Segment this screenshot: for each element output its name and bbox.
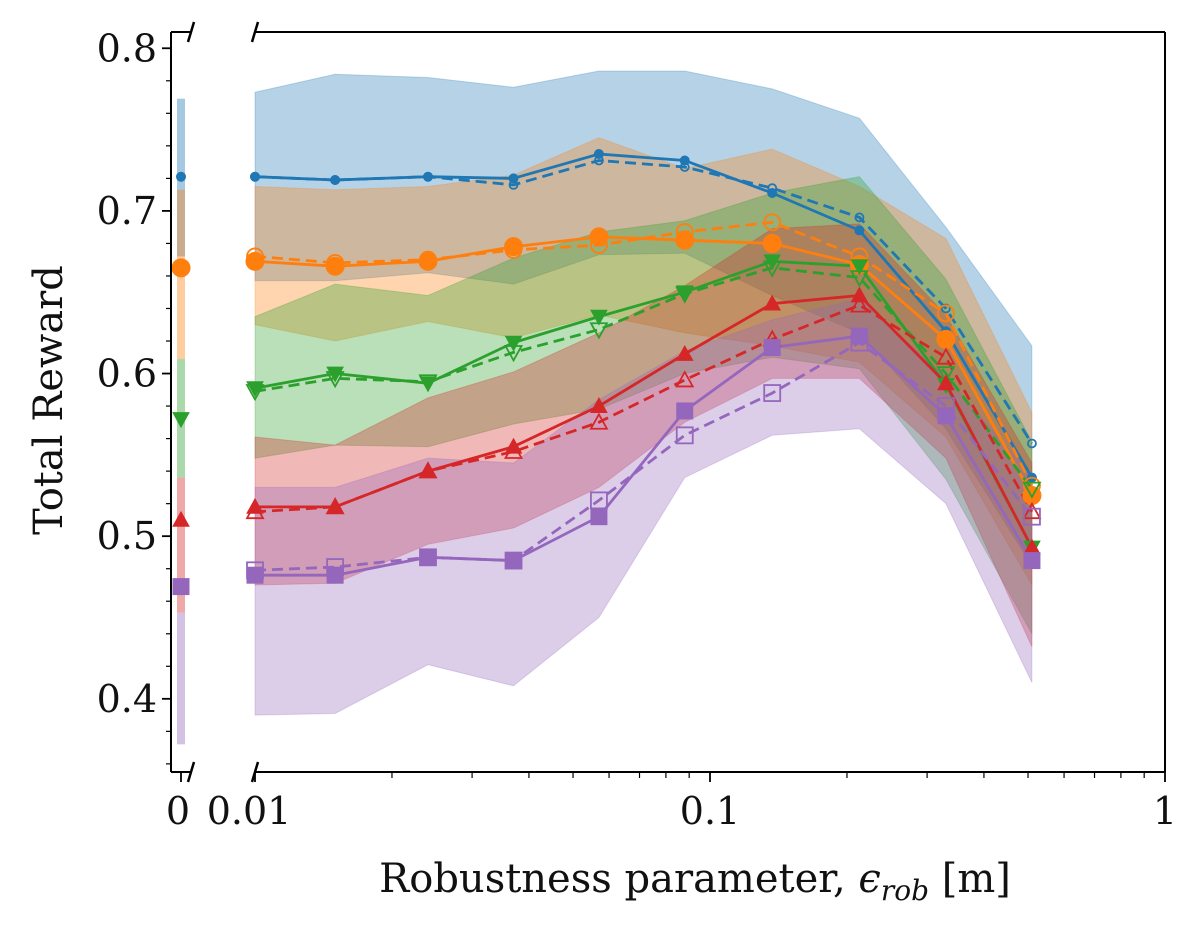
marker-solid-blue [250,171,260,182]
marker-solid-red [326,497,344,514]
line-solid-blue [254,152,1034,479]
zero-marker-orange [171,258,191,278]
marker-solid-purple [419,548,437,566]
marker-solid-red [246,497,264,514]
marker-dashed-purple [763,384,782,402]
marker-dashed-orange [937,304,955,323]
marker-dashed-purple [675,426,694,445]
line-solid-orange [254,235,1034,497]
marker-solid-orange [325,256,345,276]
marker-solid-purple [763,339,781,357]
marker-solid-blue [593,148,604,159]
band-red [254,223,1033,648]
marker-solid-orange [675,230,695,250]
marker-solid-purple [850,327,868,345]
marker-solid-purple [246,566,264,584]
marker-dashed-blue [1027,438,1037,449]
zero-marker-purple [172,578,190,596]
axis-break-mark [186,21,196,43]
marker-dashed-red [1022,501,1042,520]
confidence-bands [254,70,1033,716]
marker-solid-blue [679,155,690,166]
marker-dashed-orange [763,213,782,232]
marker-solid-blue [767,188,778,199]
marker-solid-green [763,254,782,271]
axis-ticks [162,47,1166,782]
marker-solid-purple [590,508,608,526]
marker-dashed-red [849,295,869,313]
marker-solid-orange [245,251,265,271]
series-lines [254,152,1034,577]
marker-solid-red [504,437,523,454]
axis-break-mark [186,761,196,783]
marker-solid-orange [762,233,782,253]
marker-solid-green [504,335,523,352]
marker-solid-orange [936,329,956,349]
marker-solid-green [675,285,694,302]
marker-solid-purple [1023,552,1041,570]
axis-break-mark [250,21,260,43]
marker-dashed-green [936,366,956,384]
marker-dashed-red [936,347,956,365]
x-tick-label: 0.1 [680,789,740,833]
marker-dashed-green [1022,481,1042,499]
x-axis-label: Robustness parameter, ϵrob [m] [379,856,1011,907]
marker-solid-blue [422,171,433,182]
series-markers [245,148,1042,584]
zero-marker-green [172,412,190,429]
marker-solid-purple [505,552,523,570]
marker-solid-blue [330,175,341,185]
line-solid-red [255,294,1034,549]
marker-solid-red [937,374,955,391]
marker-solid-purple [676,402,694,420]
zero-marker-red [172,510,190,527]
marker-solid-red [850,286,869,303]
marker-solid-green [246,381,264,398]
marker-solid-red [419,462,437,479]
marker-solid-orange [418,251,438,271]
y-axis-label: Total Reward [26,265,72,535]
zero-panel [171,98,191,745]
marker-solid-green [326,366,344,383]
marker-solid-green [419,376,437,393]
marker-solid-purple [326,566,344,584]
line-solid-purple [255,334,1034,577]
line-solid-green [254,259,1034,549]
zero-band-purple [177,612,185,745]
marker-solid-green [850,259,869,276]
y-tick-label: 0.4 [97,677,157,721]
y-tick-label: 0.8 [97,26,157,70]
marker-solid-red [590,397,608,413]
zero-marker-blue [176,171,186,182]
marker-dashed-blue [854,212,865,223]
zero-x-tick-label: 0 [166,789,190,833]
marker-solid-blue [854,225,865,236]
line-dashed-orange [254,220,1034,487]
marker-solid-orange [589,227,609,247]
x-tick-label: 0.01 [207,789,292,833]
marker-dashed-red [589,412,609,430]
zero-band-red [177,477,185,613]
marker-solid-blue [508,173,519,184]
marker-solid-green [590,309,608,326]
marker-solid-purple [937,407,955,425]
marker-solid-red [763,294,782,311]
marker-solid-red [675,344,694,361]
y-tick-label: 0.5 [97,514,157,558]
band-orange [254,137,1033,587]
x-tick-label: 1 [1153,789,1177,833]
tick-labels: 0.4 0.5 0.6 0.7 0.8 0.01 0.1 1 0 [97,26,1178,833]
y-tick-label: 0.7 [97,189,157,233]
marker-solid-orange [504,237,524,257]
y-tick-label: 0.6 [97,352,157,396]
marker-dashed-red [675,370,695,388]
marker-dashed-purple [1023,507,1041,526]
band-green [254,176,1033,636]
